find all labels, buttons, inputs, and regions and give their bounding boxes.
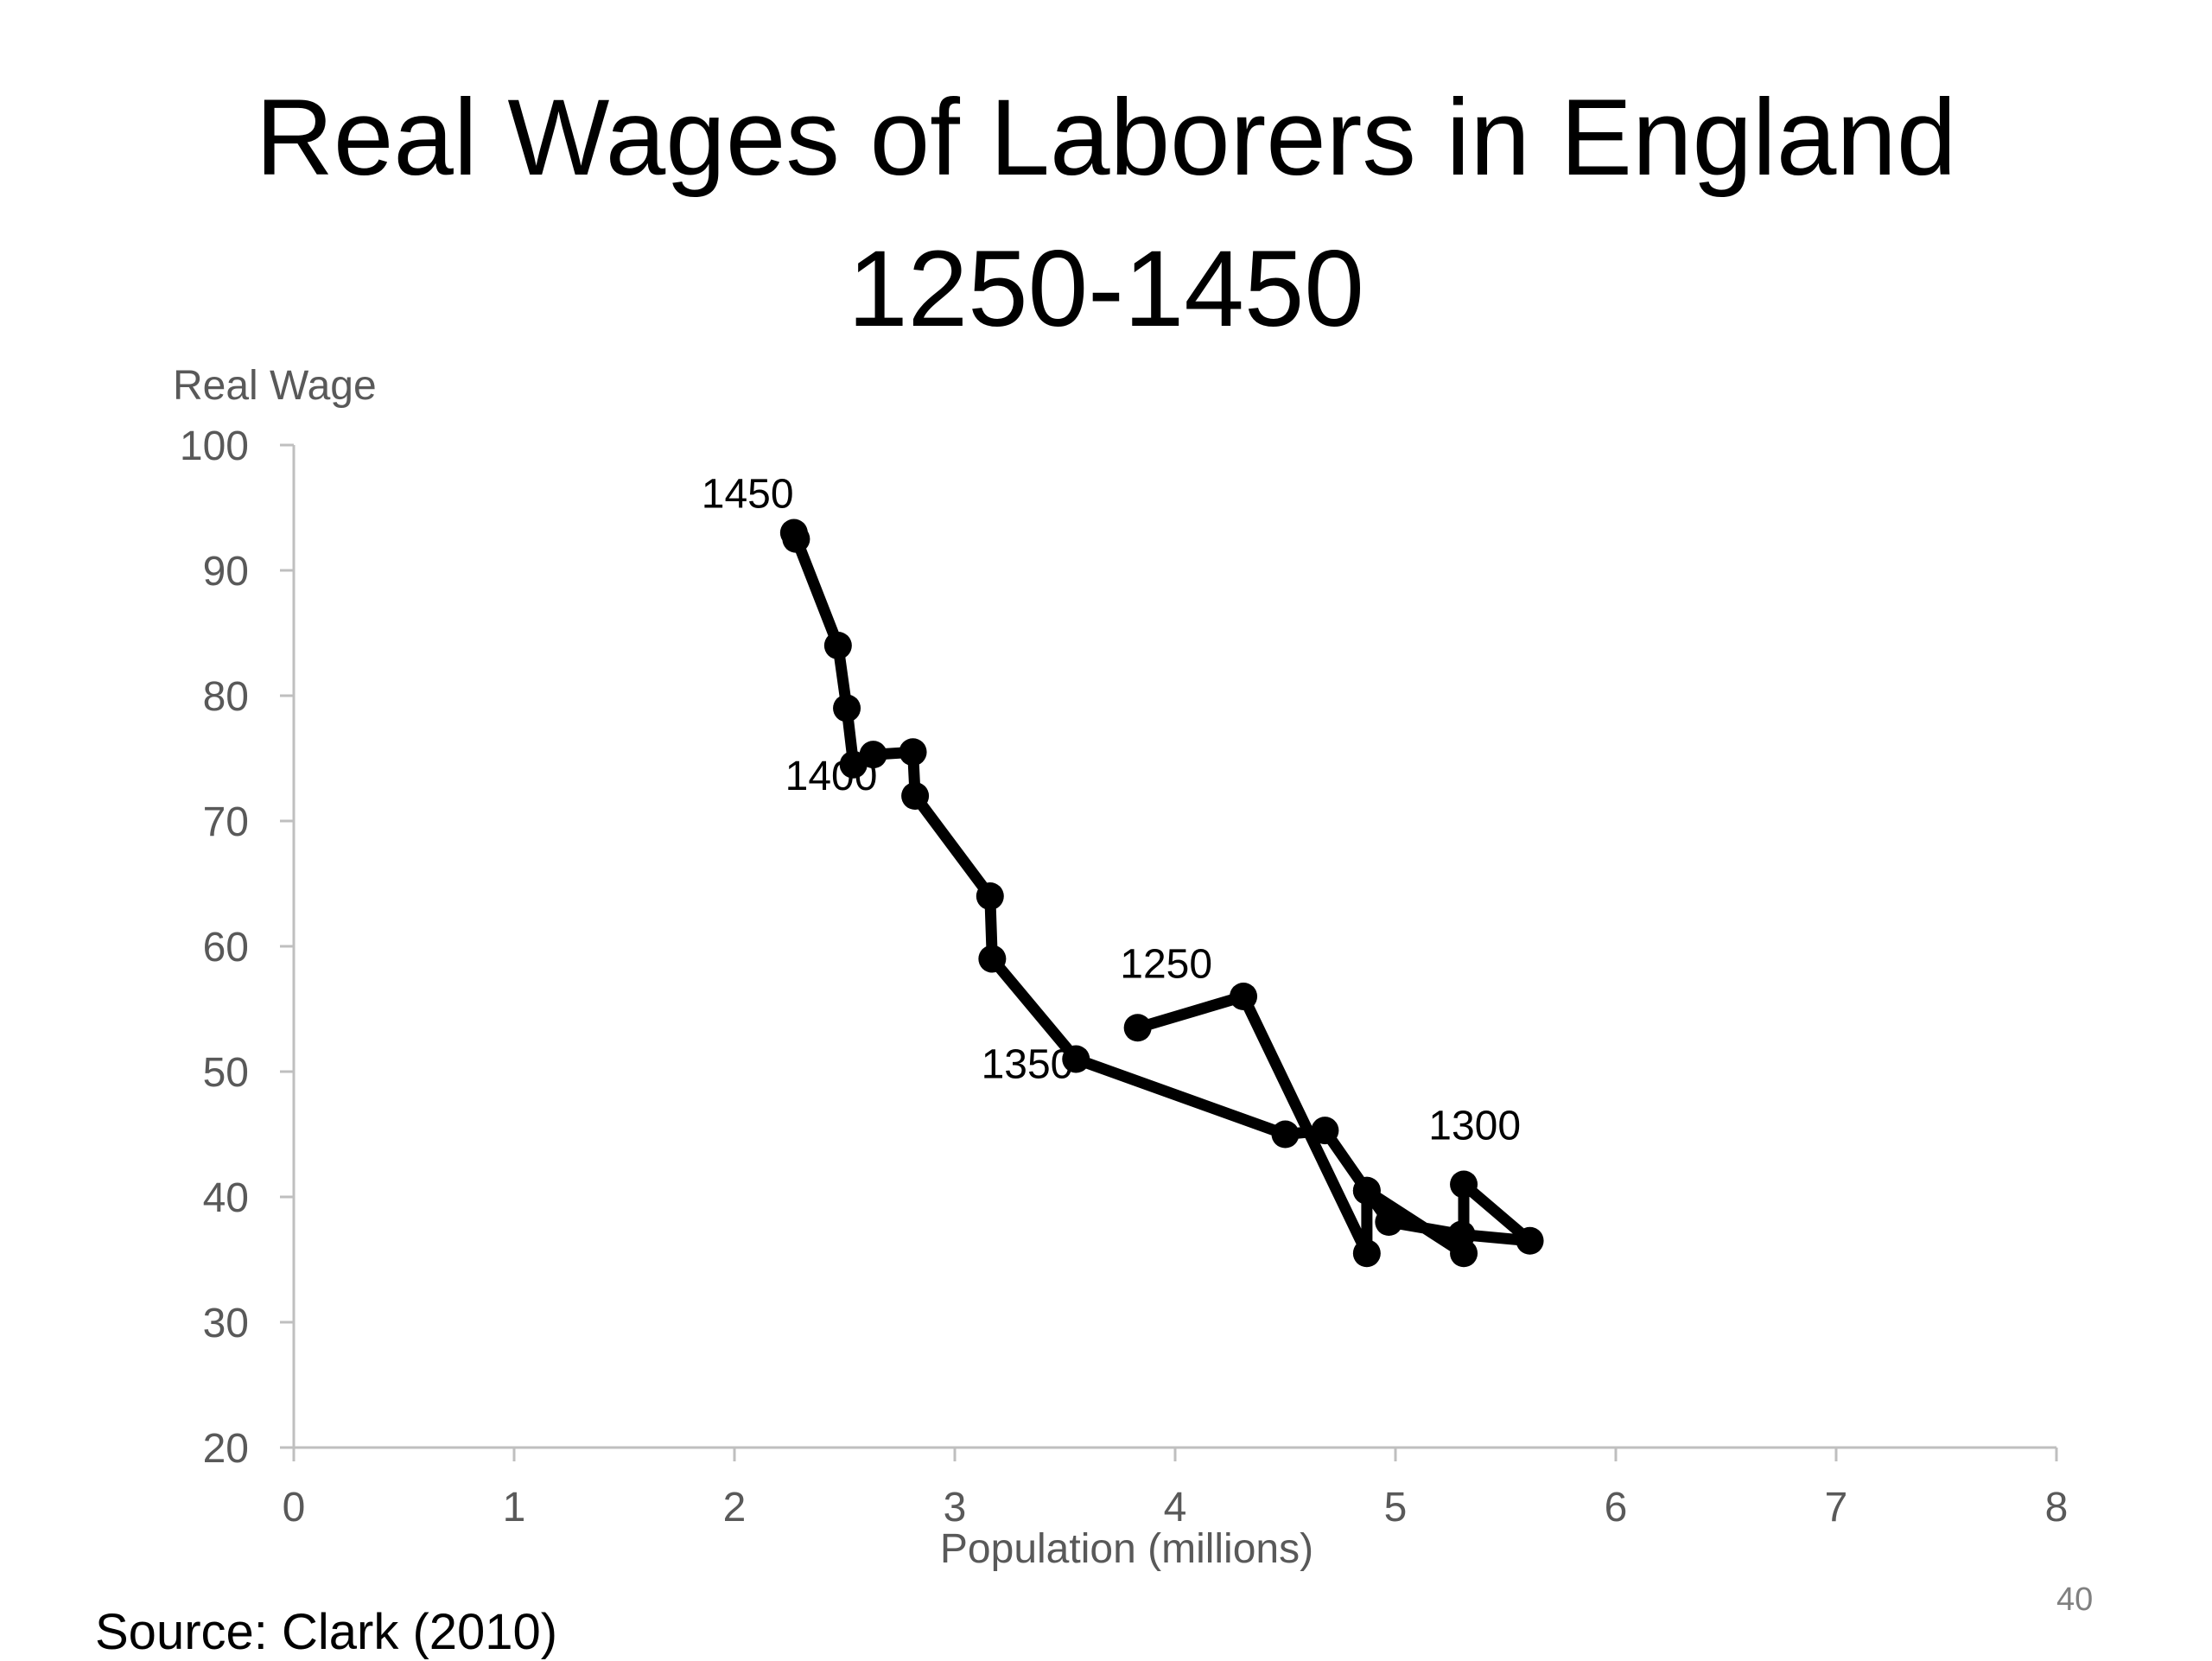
year-annotation: 1300 — [1428, 1103, 1521, 1149]
data-point — [1271, 1120, 1300, 1149]
data-point — [1230, 983, 1258, 1010]
data-point — [976, 882, 1004, 910]
chart-title-line-2: 1250-1450 — [848, 229, 1364, 349]
x-axis-label: Population (millions) — [940, 1526, 1313, 1572]
data-point — [901, 782, 930, 810]
y-tick-label: 40 — [203, 1175, 249, 1221]
data-point — [782, 525, 810, 553]
x-tick-label: 0 — [283, 1485, 306, 1531]
year-annotations: 1450 1400 1250 1350 1300 — [702, 472, 1521, 1149]
series-line-path — [788, 527, 1536, 1259]
data-point — [839, 750, 868, 779]
series-markers — [779, 519, 1544, 1268]
year-annotation: 1350 — [982, 1041, 1074, 1087]
data-point — [1311, 1117, 1339, 1145]
data-point — [833, 694, 861, 722]
data-point — [899, 738, 927, 767]
y-tick-label: 70 — [203, 799, 249, 845]
data-point — [1516, 1226, 1544, 1255]
data-point — [1450, 1170, 1478, 1199]
data-point — [1352, 1239, 1381, 1268]
y-tick-label: 20 — [203, 1426, 249, 1472]
y-tick-label: 50 — [203, 1050, 249, 1096]
y-axis-label: Real Wage — [173, 363, 377, 409]
y-tick-label: 100 — [180, 423, 249, 469]
data-point — [978, 945, 1007, 973]
year-annotation: 1250 — [1120, 941, 1212, 987]
data-point — [1123, 1014, 1152, 1042]
y-tick-label: 30 — [203, 1301, 249, 1346]
source-note: Source: Clark (2010) — [95, 1604, 558, 1660]
y-tick-label: 90 — [203, 549, 249, 595]
data-point — [1450, 1239, 1478, 1268]
chart-title-line-1: Real Wages of Laborers in England — [255, 78, 1957, 198]
x-tick-label: 5 — [1384, 1485, 1408, 1531]
data-point — [1375, 1208, 1403, 1236]
y-tick-labels: 20 30 40 50 60 70 80 90 100 — [180, 423, 249, 1472]
year-annotation: 1400 — [785, 754, 878, 799]
x-tick-labels: 0 1 2 3 4 5 6 7 8 — [283, 1485, 2069, 1531]
y-tick-label: 60 — [203, 925, 249, 971]
x-tick-label: 2 — [723, 1485, 747, 1531]
y-tick-label: 80 — [203, 674, 249, 720]
x-tick-label: 3 — [944, 1485, 967, 1531]
data-point — [1062, 1045, 1090, 1073]
year-annotation: 1450 — [702, 472, 794, 518]
page-number: 40 — [2056, 1581, 2094, 1618]
x-tick-label: 1 — [503, 1485, 526, 1531]
x-tick-label: 8 — [2045, 1485, 2069, 1531]
x-tick-label: 6 — [1605, 1485, 1628, 1531]
series-line — [788, 527, 1536, 1259]
axes — [280, 443, 2058, 1461]
data-point — [823, 632, 852, 659]
x-tick-label: 4 — [1164, 1485, 1187, 1531]
data-point — [1352, 1176, 1381, 1205]
x-tick-label: 7 — [1825, 1485, 1848, 1531]
